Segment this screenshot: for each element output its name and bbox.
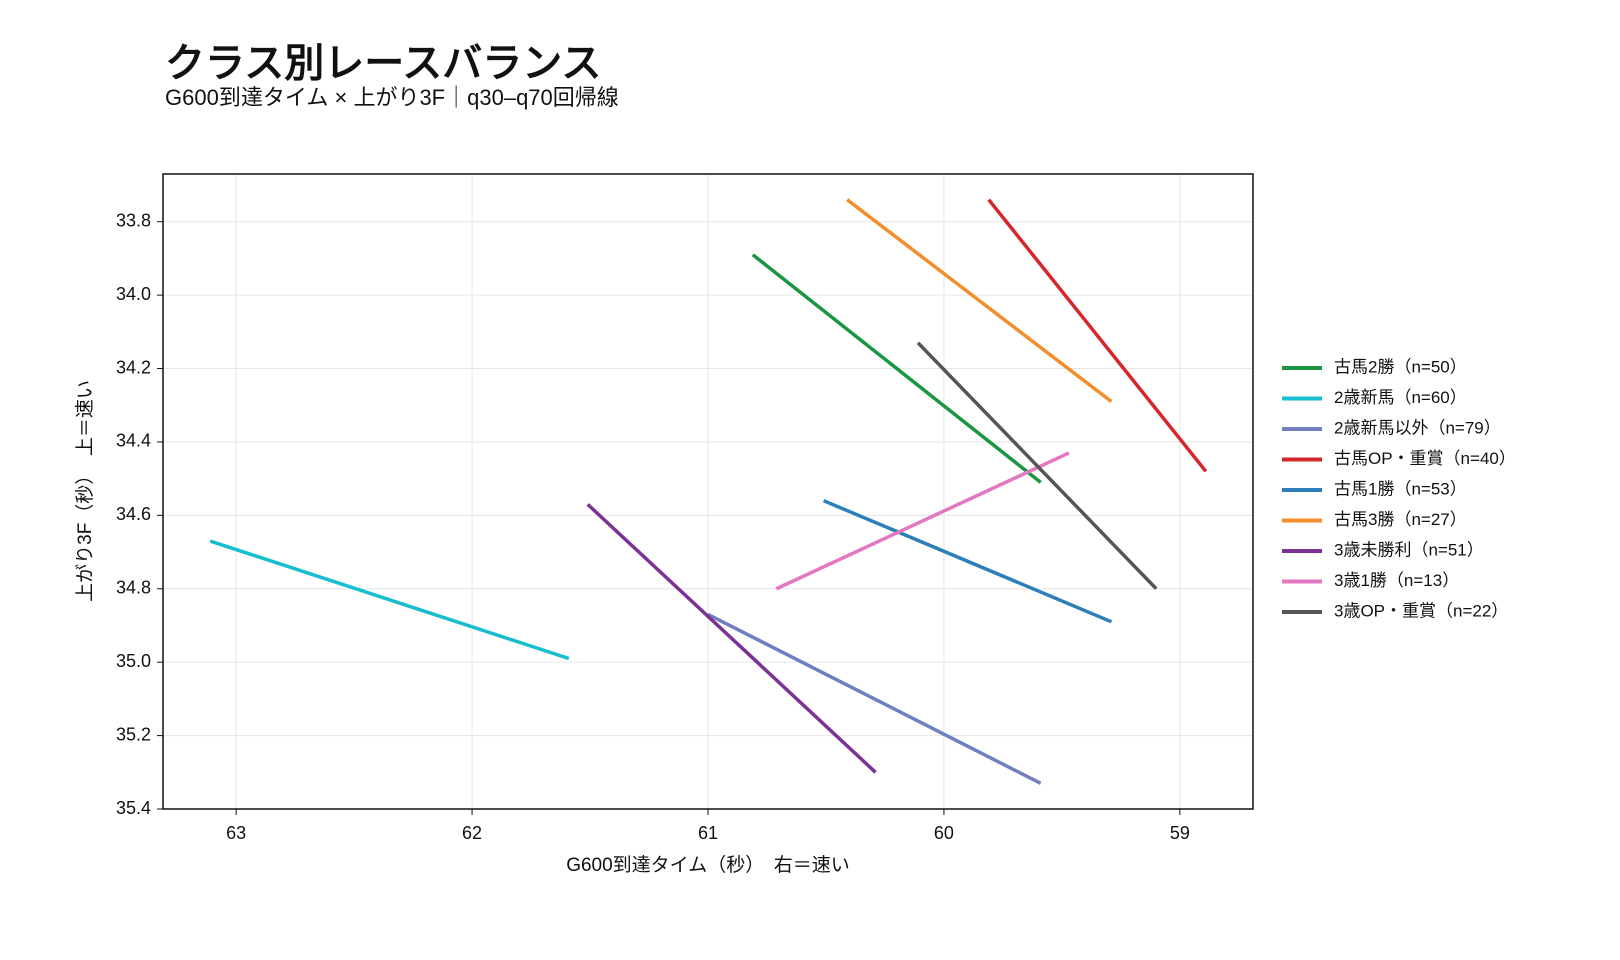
legend-label: 3歳1勝（n=13） [1334,571,1459,590]
chart-subtitle: G600到達タイム × 上がり3F｜q30–q70回帰線 [165,85,619,110]
series-line [846,198,1113,403]
x-tick-label: 62 [462,823,482,843]
x-tick-label: 60 [934,823,954,843]
legend-label: 2歳新馬以外（n=79） [1334,418,1501,437]
series-line [586,503,877,774]
y-tick-label: 34.6 [116,504,151,524]
y-tick-label: 34.0 [116,284,151,304]
series-line [822,499,1113,624]
series-line [916,341,1158,590]
x-tick-label: 61 [698,823,718,843]
x-axis-label: G600到達タイム（秒） 右＝速い [566,854,850,876]
legend-label: 古馬1勝（n=53） [1334,479,1467,498]
x-tick-label: 59 [1170,823,1190,843]
y-tick-label: 35.0 [116,651,151,671]
legend-label: 古馬2勝（n=50） [1334,357,1467,376]
y-tick-label: 35.2 [116,724,151,744]
series-line [209,539,570,661]
x-tick-label: 63 [226,823,246,843]
legend-label: 3歳未勝利（n=51） [1334,540,1484,559]
series-line [775,451,1070,591]
legend-label: 3歳OP・重賞（n=22） [1334,601,1508,620]
legend-label: 古馬OP・重賞（n=40） [1334,449,1516,468]
y-tick-label: 34.4 [116,431,151,451]
plot-frame [162,173,1254,810]
chart-title: クラス別レースバランス [165,42,601,86]
y-tick-label: 34.8 [116,578,151,598]
series-line [707,612,1042,785]
series-line [987,198,1208,473]
legend-label: 2歳新馬（n=60） [1334,388,1467,407]
y-tick-label: 33.8 [116,210,151,230]
series-line [751,253,1042,484]
y-tick-label: 35.4 [116,798,151,818]
legend-label: 古馬3勝（n=27） [1334,510,1467,529]
y-tick-label: 34.2 [116,357,151,377]
y-axis-label: 上がり3F（秒） 上＝速い [74,380,96,602]
